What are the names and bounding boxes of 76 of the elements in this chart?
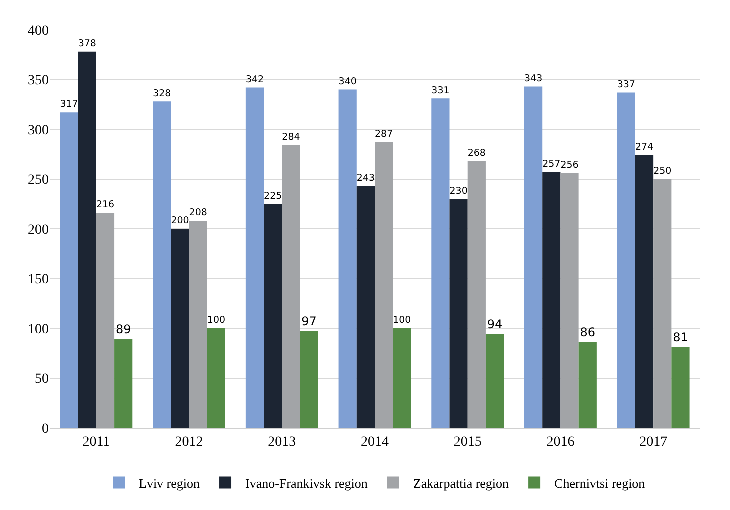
data-label: 225: [264, 190, 282, 202]
y-tick-label: 250: [28, 173, 49, 188]
data-label: 81: [673, 330, 688, 344]
data-label: 378: [78, 38, 96, 50]
data-label: 216: [96, 200, 115, 211]
x-tick-label: 2013: [268, 434, 296, 450]
data-label: 250: [654, 166, 672, 177]
data-label: 287: [375, 129, 394, 140]
data-label: 257: [542, 158, 561, 170]
y-tick-label: 0: [42, 422, 49, 437]
x-tick-label: 2011: [82, 434, 110, 450]
bar: [282, 145, 300, 428]
y-tick-label: 200: [28, 222, 49, 238]
x-tick-label: 2014: [361, 434, 389, 450]
data-label: 342: [246, 74, 264, 86]
bar: [338, 90, 357, 428]
y-tick-label: 50: [35, 372, 49, 388]
bar: [672, 347, 690, 428]
bar: [264, 204, 282, 428]
bar: [578, 342, 597, 428]
bar: [654, 179, 672, 428]
bar: [617, 92, 636, 428]
bar: [450, 199, 468, 428]
bar: [153, 102, 172, 428]
x-tick-label: 2017: [640, 434, 668, 450]
bar: [300, 331, 318, 428]
data-label: 340: [338, 76, 357, 88]
data-label: 331: [432, 85, 450, 96]
y-tick-label: 350: [28, 74, 49, 89]
data-label: 100: [207, 315, 226, 326]
x-tick-label: 2015: [454, 434, 482, 450]
bar: [468, 161, 486, 428]
data-label: 268: [468, 148, 486, 159]
bar: [393, 328, 412, 428]
bar: [246, 88, 264, 428]
data-label: 89: [116, 322, 132, 336]
data-label: 274: [635, 142, 654, 153]
bar: [189, 221, 208, 428]
y-tick-label: 100: [28, 322, 49, 338]
data-label: 100: [393, 315, 412, 326]
legend-label: Zakarpattia region: [413, 476, 510, 491]
bar: [560, 173, 579, 428]
data-label: 328: [153, 88, 172, 100]
bar: [207, 328, 226, 428]
bar: [542, 172, 561, 428]
bar: [356, 186, 375, 428]
data-label: 337: [617, 79, 636, 90]
data-label: 343: [524, 73, 543, 84]
bar: [375, 142, 394, 428]
bar: [78, 52, 96, 428]
x-tick-label: 2016: [546, 434, 575, 450]
data-label: 284: [282, 132, 300, 144]
data-label: 97: [302, 314, 317, 328]
data-label: 86: [580, 325, 596, 340]
data-label: 256: [560, 160, 579, 171]
data-label: 243: [356, 172, 375, 184]
data-label: 317: [60, 99, 78, 110]
y-tick-label: 400: [28, 24, 49, 39]
x-tick-label: 2012: [175, 434, 204, 450]
data-label: 94: [487, 317, 503, 332]
bar: [171, 229, 190, 428]
legend-label: Chernivtsi region: [554, 476, 646, 491]
legend-label: Lviv region: [139, 476, 201, 491]
data-label: 200: [171, 216, 190, 227]
bar: [114, 339, 133, 428]
bar: [524, 86, 543, 428]
bar: [635, 155, 654, 428]
bar: [432, 98, 450, 428]
y-tick-label: 300: [28, 123, 49, 138]
legend-label: Ivano-Frankivsk region: [246, 476, 368, 491]
bar: [96, 213, 115, 428]
data-label: 208: [189, 208, 208, 219]
bar: [60, 112, 78, 428]
y-tick-label: 150: [28, 272, 49, 288]
data-label: 230: [450, 186, 468, 197]
bar: [486, 334, 504, 428]
